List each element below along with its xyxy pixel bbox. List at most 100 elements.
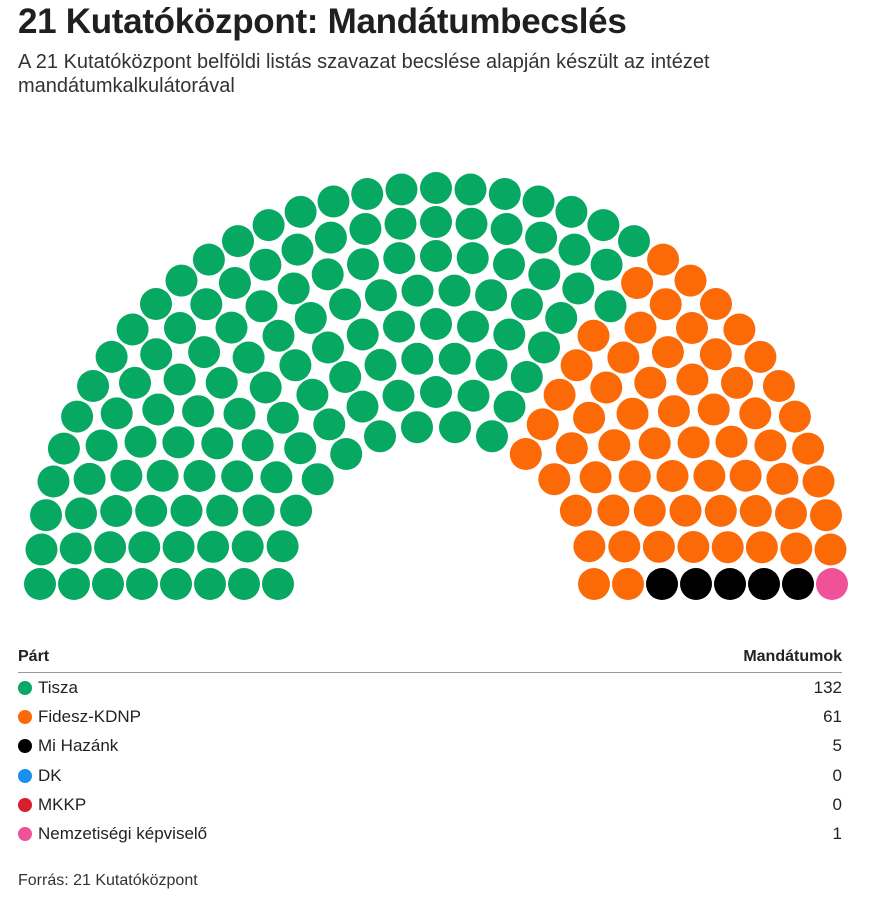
- seat-fidesz-kdnp: [621, 267, 654, 299]
- seat-tisza: [385, 173, 418, 206]
- seat-tisza: [420, 376, 452, 408]
- seat-fidesz-kdnp: [634, 366, 667, 399]
- seat-tisza: [260, 461, 293, 494]
- seat-tisza: [330, 438, 363, 470]
- seat-fidesz-kdnp: [618, 460, 651, 493]
- seat-fidesz-kdnp: [802, 465, 835, 498]
- seat-tisza: [197, 530, 230, 563]
- party-name: Mi Hazánk: [38, 736, 119, 756]
- seat-tisza: [142, 393, 175, 426]
- seat-fidesz-kdnp: [780, 532, 813, 565]
- seat-tisza: [457, 310, 489, 343]
- seat-tisza: [223, 397, 256, 430]
- seat-tisza: [61, 400, 94, 433]
- seat-tisza: [232, 341, 265, 374]
- seat-fidesz-kdnp: [509, 438, 542, 470]
- seat-tisza: [170, 494, 203, 527]
- seat-tisza: [528, 331, 560, 364]
- legend-row-fidesz-kdnp: Fidesz-KDNP 61: [18, 702, 842, 731]
- seat-fidesz-kdnp: [560, 349, 593, 382]
- party-color-dot: [18, 709, 32, 724]
- seat-tisza: [349, 213, 382, 245]
- seat-tisza: [201, 427, 234, 460]
- seat-tisza: [296, 378, 329, 411]
- seat-fidesz-kdnp: [729, 459, 762, 492]
- seat-tisza: [221, 460, 254, 493]
- seat-tisza: [383, 242, 416, 275]
- seat-fidesz-kdnp: [676, 363, 709, 396]
- chart-title: 21 Kutatóközpont: Mandátumbecslés: [18, 2, 627, 41]
- seat-tisza: [454, 173, 487, 206]
- seat-tisza: [510, 288, 543, 321]
- seat-tisza: [24, 568, 56, 600]
- seat-fidesz-kdnp: [657, 395, 690, 428]
- seat-tisza: [364, 279, 397, 312]
- seat-tisza: [245, 290, 278, 323]
- seat-tisza: [488, 178, 521, 210]
- seat-fidesz-kdnp: [578, 568, 610, 600]
- seat-tisza: [194, 568, 226, 600]
- seat-fidesz-kdnp: [559, 494, 592, 527]
- seat-tisza: [116, 313, 149, 346]
- seat-nemzetis-gi-k-pvisel-: [816, 568, 848, 600]
- seat-tisza: [279, 349, 312, 382]
- seat-tisza: [364, 420, 396, 453]
- party-name: MKKP: [38, 794, 87, 814]
- seat-tisza: [545, 302, 578, 334]
- party-color-dot: [18, 827, 32, 842]
- party-color-dot: [18, 797, 32, 812]
- seat-tisza: [162, 531, 195, 563]
- seat-fidesz-kdnp: [612, 568, 644, 600]
- source-note: Forrás: 21 Kutatóközpont: [18, 872, 198, 889]
- party-name: Tisza: [38, 677, 78, 697]
- party-seats: 61: [823, 706, 842, 726]
- seat-tisza: [317, 185, 350, 218]
- seat-fidesz-kdnp: [711, 531, 744, 564]
- seat-tisza: [594, 290, 627, 323]
- seats-column-header: Mandátumok: [743, 648, 842, 665]
- seat-tisza: [65, 497, 97, 530]
- seat-fidesz-kdnp: [590, 371, 623, 404]
- seat-tisza: [25, 533, 58, 566]
- seat-tisza: [587, 209, 620, 242]
- seat-tisza: [351, 178, 384, 210]
- seat-tisza: [192, 243, 225, 276]
- seat-tisza: [135, 494, 168, 527]
- seat-tisza: [266, 401, 299, 434]
- seat-fidesz-kdnp: [792, 432, 825, 465]
- seat-tisza: [384, 207, 417, 240]
- seat-fidesz-kdnp: [693, 459, 726, 492]
- seat-fidesz-kdnp: [543, 378, 576, 411]
- seat-tisza: [58, 568, 90, 600]
- seat-tisza: [301, 463, 334, 496]
- seat-fidesz-kdnp: [674, 264, 707, 297]
- seat-tisza: [493, 390, 526, 423]
- seat-fidesz-kdnp: [647, 243, 680, 276]
- seat-tisza: [490, 213, 523, 245]
- seat-fidesz-kdnp: [649, 288, 682, 321]
- seat-tisza: [313, 408, 346, 441]
- seat-fidesz-kdnp: [677, 426, 710, 459]
- party-name: Fidesz-KDNP: [38, 706, 141, 726]
- seat-tisza: [110, 459, 143, 492]
- party-name: Nemzetiségi képviselő: [38, 824, 208, 844]
- seat-tisza: [420, 206, 452, 238]
- legend-row-dk: DK 0: [18, 761, 842, 790]
- seat-table-header: Párt Mandátumok: [18, 648, 842, 673]
- seat-tisza: [222, 225, 254, 258]
- seat-tisza: [162, 426, 195, 459]
- seat-fidesz-kdnp: [624, 311, 657, 344]
- seat-tisza: [401, 274, 434, 307]
- parliament-chart: [24, 172, 848, 600]
- seat-tisza: [146, 459, 179, 492]
- seat-mi-haz-nk: [748, 568, 780, 600]
- seat-fidesz-kdnp: [754, 429, 787, 462]
- seat-tisza: [100, 495, 133, 527]
- seat-tisza: [312, 331, 344, 364]
- seat-tisza: [383, 310, 415, 343]
- seat-tisza: [249, 248, 282, 281]
- seat-tisza: [284, 195, 317, 228]
- legend-row-nemzetisegi: Nemzetiségi képviselő 1: [18, 819, 842, 848]
- seat-tisza: [346, 390, 379, 423]
- seat-tisza: [183, 460, 216, 492]
